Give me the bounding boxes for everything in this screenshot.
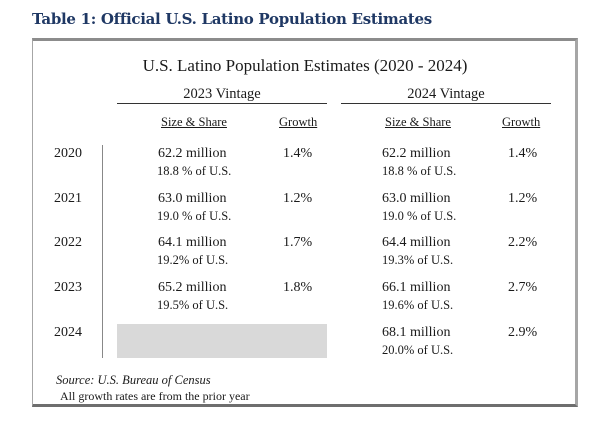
cell-growth-2024: 1.4% xyxy=(508,146,538,161)
document-title: Table 1: Official U.S. Latino Population… xyxy=(32,10,432,28)
cell-share-2024: 20.0% of U.S. xyxy=(382,343,454,357)
cell-share-2023: 19.5% of U.S. xyxy=(157,298,229,312)
cell-growth-2024: 2.2% xyxy=(508,235,538,250)
col-header-size-2023: Size & Share xyxy=(161,115,227,129)
cell-growth-2024: 2.9% xyxy=(508,325,538,340)
cell-growth-2024: 1.2% xyxy=(508,191,538,206)
cell-size-2024: 68.1 million xyxy=(382,325,451,340)
table-frame xyxy=(32,38,578,407)
year-divider xyxy=(102,145,103,358)
cell-size-2023: 65.2 million xyxy=(158,280,227,295)
cell-size-2024: 66.1 million xyxy=(382,280,451,295)
col-header-size-2024: Size & Share xyxy=(385,115,451,129)
cell-size-2024: 63.0 million xyxy=(382,191,451,206)
cell-size-2023: 63.0 million xyxy=(158,191,227,206)
cell-share-2024: 19.6% of U.S. xyxy=(382,298,454,312)
row-year: 2021 xyxy=(54,191,82,206)
cell-growth-2023: 1.8% xyxy=(283,280,313,295)
cell-growth-2023: 1.7% xyxy=(283,235,313,250)
cell-growth-2024: 2.7% xyxy=(508,280,538,295)
source-note: Source: U.S. Bureau of Census xyxy=(56,373,211,387)
row-year: 2023 xyxy=(54,280,82,295)
cell-share-2024: 19.0 % of U.S. xyxy=(382,209,457,223)
empty-cell-2024-vintage-2023 xyxy=(117,324,327,358)
cell-size-2024: 64.4 million xyxy=(382,235,451,250)
vintage-2023-rule xyxy=(117,103,327,104)
vintage-2024-header: 2024 Vintage xyxy=(407,86,485,102)
cell-share-2024: 19.3% of U.S. xyxy=(382,253,454,267)
cell-size-2024: 62.2 million xyxy=(382,146,451,161)
col-header-growth-2023: Growth xyxy=(279,115,318,129)
row-year: 2024 xyxy=(54,325,82,340)
col-header-growth-2024: Growth xyxy=(502,115,541,129)
cell-share-2023: 19.2% of U.S. xyxy=(157,253,229,267)
table-title: U.S. Latino Population Estimates (2020 -… xyxy=(142,56,468,75)
vintage-2023-header: 2023 Vintage xyxy=(183,86,261,102)
cell-share-2023: 19.0 % of U.S. xyxy=(157,209,232,223)
cell-growth-2023: 1.2% xyxy=(283,191,313,206)
row-year: 2020 xyxy=(54,146,82,161)
cell-size-2023: 64.1 million xyxy=(158,235,227,250)
cell-share-2023: 18.8 % of U.S. xyxy=(157,164,232,178)
cell-share-2024: 18.8 % of U.S. xyxy=(382,164,457,178)
cell-size-2023: 62.2 million xyxy=(158,146,227,161)
growth-note: All growth rates are from the prior year xyxy=(60,389,250,403)
cell-growth-2023: 1.4% xyxy=(283,146,313,161)
row-year: 2022 xyxy=(54,235,82,250)
vintage-2024-rule xyxy=(341,103,551,104)
